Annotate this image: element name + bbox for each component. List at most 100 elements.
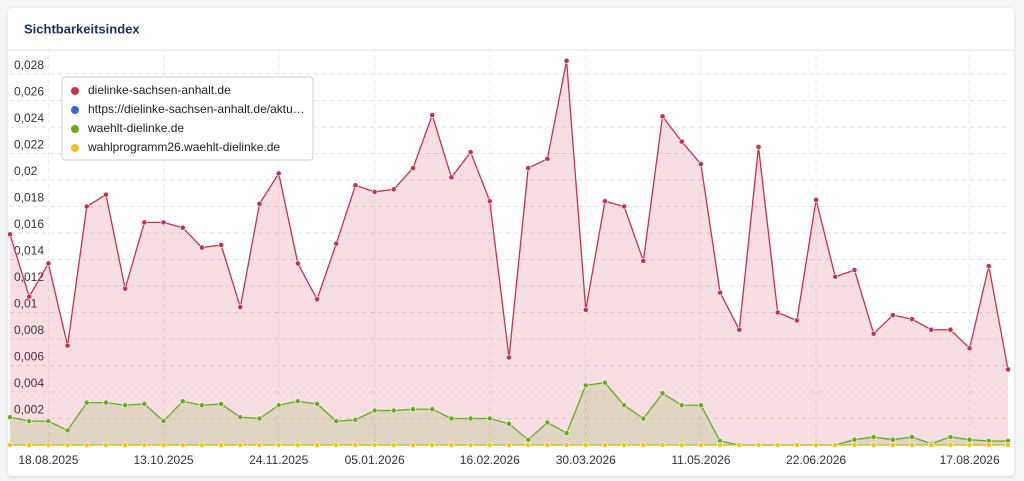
y-tick-label: 0,004 [14,376,44,390]
point [294,398,301,405]
legend-label: https://dielinke-sachsen-anhalt.de/aktu… [88,102,305,116]
point [83,442,90,448]
point [985,263,992,270]
point [8,414,13,421]
point [371,189,378,195]
point [218,242,225,248]
point [26,293,33,300]
point [275,170,282,177]
point [448,415,455,422]
y-tick-label: 0,028 [14,58,44,72]
point [429,406,436,413]
y-tick-label: 0,022 [14,138,44,152]
point [602,198,608,205]
point [314,442,320,448]
point [736,326,743,333]
point [659,113,666,120]
point [659,442,666,448]
x-tick-label: 17.08.2026 [940,453,1000,467]
point [8,442,13,448]
point [390,186,397,193]
point [467,415,474,422]
point [602,379,608,386]
point [678,402,685,409]
point [1005,366,1011,373]
point [698,402,704,409]
y-tick-label: 0,024 [14,111,44,125]
point [103,399,109,406]
point [582,382,589,389]
y-tick-label: 0,018 [14,191,44,205]
point [275,402,282,409]
point [179,224,186,231]
point [179,442,186,448]
point [813,442,819,448]
point [141,219,148,226]
point [563,442,570,448]
point [640,442,647,448]
point [678,138,685,145]
card: Sichtbarkeitsindex 0,002 0,004 0,006 0,008 0… [8,8,1014,476]
point [122,402,129,409]
point [429,112,436,118]
x-tick-label: 30.03.2026 [556,453,616,467]
point [621,402,628,409]
point [352,182,359,189]
x-tick-label: 16.02.2026 [460,453,520,467]
point [793,442,800,448]
point [333,240,340,247]
point [582,306,589,313]
point [429,442,436,448]
y-tick-label: 0,01 [14,297,38,311]
point [813,196,819,203]
point [774,442,781,448]
point [160,442,167,448]
point [218,401,225,407]
point [909,316,915,323]
point [83,203,90,210]
point [294,260,301,267]
point [64,442,71,448]
y-tick-label: 0,002 [14,403,44,417]
point [928,326,935,333]
point [678,442,685,448]
point [870,330,877,337]
point [870,442,877,448]
point [314,401,320,407]
point [947,434,954,440]
point [909,434,915,440]
point [410,442,416,448]
point [525,436,532,443]
point [448,442,455,448]
point [314,296,320,303]
point [352,416,359,423]
x-tick-label: 13.10.2025 [134,453,194,467]
point [621,442,628,448]
point [698,161,704,167]
point [889,442,896,448]
y-tick-label: 0,008 [14,323,44,337]
x-tick-label: 22.06.2026 [786,453,846,467]
point [525,442,532,448]
point [717,442,724,448]
x-tick-label: 18.08.2025 [18,453,78,467]
point [640,415,647,422]
point [947,326,954,333]
y-tick-label: 0,016 [14,217,44,231]
point [985,442,992,448]
point [755,442,762,448]
point [947,442,954,448]
point [199,402,205,409]
point [889,436,896,443]
area-fill [10,382,1008,445]
point [506,442,512,448]
point [333,442,340,448]
point [333,418,340,425]
point [199,244,205,251]
point [832,442,839,448]
point [602,442,608,448]
legend-label: dielinke-sachsen-anhalt.de [88,83,231,97]
point [851,436,858,443]
point [199,442,205,448]
legend-label: wahlprogramm26.waehlt-dielinke.de [87,140,280,154]
